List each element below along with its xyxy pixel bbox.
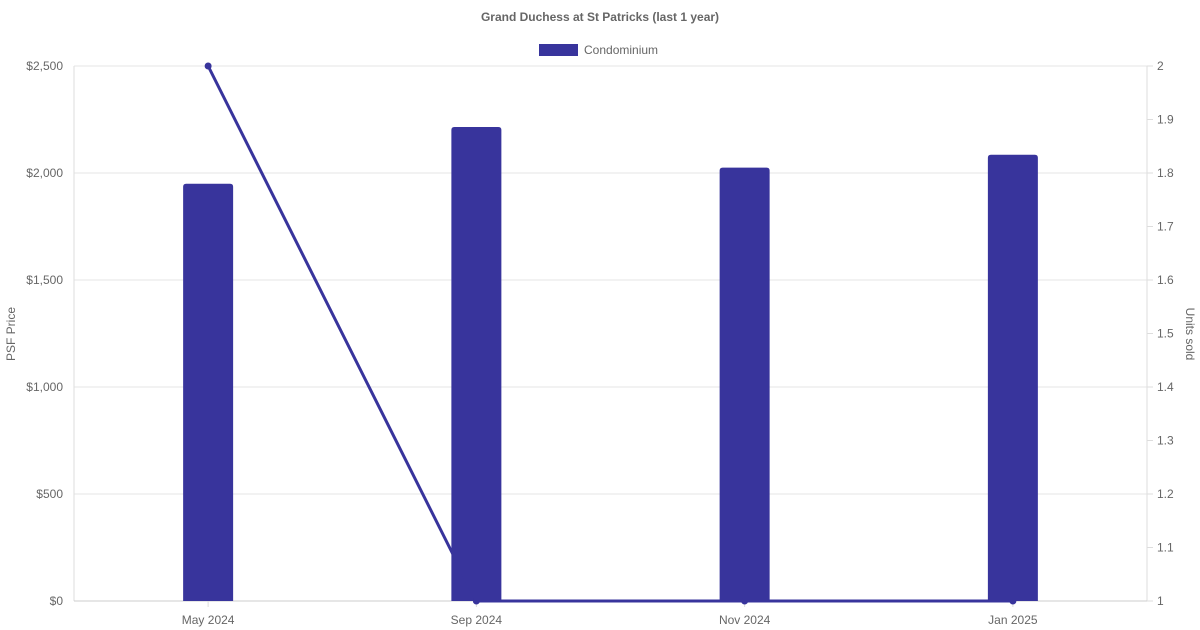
bar xyxy=(719,167,770,601)
line-point xyxy=(472,597,480,605)
x-tick-label: Jan 2025 xyxy=(988,613,1038,627)
y-tick-label: $2,500 xyxy=(26,59,63,73)
y-tick-label: $1,500 xyxy=(26,273,63,287)
line-point xyxy=(1009,597,1017,605)
y-tick-label: $0 xyxy=(50,594,64,608)
legend[interactable]: Condominium xyxy=(539,43,658,57)
x-tick-label: Sep 2024 xyxy=(451,613,503,627)
chart-title: Grand Duchess at St Patricks (last 1 yea… xyxy=(481,10,719,24)
legend-label: Condominium xyxy=(584,43,658,57)
y-tick-label: $500 xyxy=(36,487,63,501)
y-tick-label: $1,000 xyxy=(26,380,63,394)
line-point xyxy=(741,597,749,605)
units-line xyxy=(206,65,1013,603)
bar xyxy=(183,183,234,601)
x-tick-label: Nov 2024 xyxy=(719,613,771,627)
y2-tick-label: 1.3 xyxy=(1157,434,1174,448)
y2-tick-label: 1.7 xyxy=(1157,220,1174,234)
y2-tick-label: 1.1 xyxy=(1157,541,1174,555)
bar xyxy=(451,126,502,602)
x-tick-label: May 2024 xyxy=(182,613,235,627)
legend-swatch xyxy=(539,44,578,56)
line-point xyxy=(204,62,212,70)
bar xyxy=(987,154,1038,601)
y2-tick-label: 1 xyxy=(1157,594,1164,608)
y2-axis-label: Units sold xyxy=(1183,308,1197,361)
y-tick-label: $2,000 xyxy=(26,166,63,180)
y2-tick-label: 1.6 xyxy=(1157,273,1174,287)
y-axis-label: PSF Price xyxy=(4,307,18,361)
y2-tick-label: 2 xyxy=(1157,59,1164,73)
y2-tick-label: 1.4 xyxy=(1157,380,1174,394)
y2-tick-label: 1.5 xyxy=(1157,327,1174,341)
y2-tick-label: 1.2 xyxy=(1157,487,1174,501)
y2-tick-label: 1.9 xyxy=(1157,113,1174,127)
y2-tick-label: 1.8 xyxy=(1157,166,1174,180)
